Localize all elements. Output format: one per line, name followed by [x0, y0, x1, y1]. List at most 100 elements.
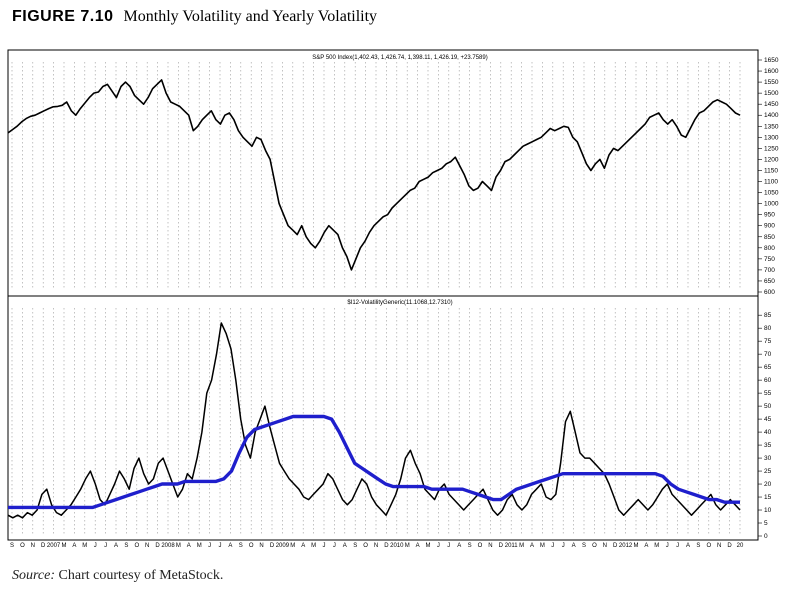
price-y-axis: 1650 1600 1550 1500 1450 1400 1350 1300 1250 1200…: [758, 57, 779, 296]
x-tick-label: O: [592, 543, 597, 549]
y-tick-label: 600: [764, 289, 775, 296]
y-tick-label: 1050: [764, 190, 779, 197]
x-tick-label: J: [333, 543, 336, 549]
x-tick-label: S: [10, 543, 14, 549]
x-tick-label: J: [551, 543, 554, 549]
x-tick-label: S: [239, 543, 243, 549]
y-tick-label: 1000: [764, 201, 779, 208]
x-tick-label: 2010: [390, 543, 404, 549]
x-tick-label: A: [572, 543, 576, 549]
x-tick-label: J: [666, 543, 669, 549]
x-tick-label: M: [290, 543, 295, 549]
x-tick-label: S: [582, 543, 586, 549]
x-tick-label: A: [457, 543, 461, 549]
x-tick-label: 20: [737, 543, 744, 549]
x-tick-label: A: [228, 543, 232, 549]
y-tick-label: 80: [764, 325, 772, 332]
figure-source: Source: Chart courtesy of MetaStock.: [12, 568, 223, 584]
y-tick-label: 1100: [764, 179, 778, 186]
x-tick-label: J: [437, 543, 440, 549]
x-tick-label: M: [62, 543, 67, 549]
x-tick-label: O: [706, 543, 711, 549]
y-tick-label: 900: [764, 223, 775, 230]
y-tick-label: 10: [764, 507, 772, 514]
x-tick-label: M: [197, 543, 202, 549]
x-tick-label: A: [644, 543, 648, 549]
figure-title: FIGURE 7.10 Monthly Volatility and Yearly…: [12, 8, 377, 26]
y-tick-label: 55: [764, 390, 772, 397]
x-tick-label: O: [249, 543, 254, 549]
y-tick-label: 25: [764, 468, 772, 475]
y-tick-label: 30: [764, 455, 772, 462]
y-tick-label: 45: [764, 416, 772, 423]
y-tick-label: 15: [764, 494, 772, 501]
x-tick-label: D: [384, 543, 389, 549]
x-tick-label: S: [696, 543, 700, 549]
y-tick-label: 75: [764, 338, 772, 345]
x-tick-label: 2012: [619, 543, 633, 549]
x-tick-label: O: [363, 543, 368, 549]
x-axis: S O N D 2007 M A M J J A S O N D 2008 M A M J J A S O N D 2009 M A M J…: [10, 543, 744, 549]
x-tick-label: J: [447, 543, 450, 549]
x-tick-label: D: [613, 543, 618, 549]
y-tick-label: 20: [764, 481, 772, 488]
x-tick-label: D: [499, 543, 504, 549]
x-tick-label: N: [31, 543, 35, 549]
y-tick-label: 1600: [764, 68, 779, 75]
x-tick-label: M: [634, 543, 639, 549]
x-tick-label: O: [478, 543, 483, 549]
y-tick-label: 650: [764, 278, 775, 285]
y-tick-label: 1350: [764, 123, 779, 130]
x-tick-label: M: [311, 543, 316, 549]
y-tick-label: 85: [764, 312, 772, 319]
y-tick-label: 50: [764, 403, 772, 410]
y-tick-label: 1550: [764, 79, 779, 86]
x-tick-label: J: [94, 543, 97, 549]
x-tick-label: A: [686, 543, 690, 549]
x-tick-label: N: [145, 543, 149, 549]
y-tick-label: 950: [764, 212, 775, 219]
x-tick-label: M: [519, 543, 524, 549]
figure-caption: Monthly Volatility and Yearly Volatility: [123, 8, 378, 25]
y-tick-label: 1400: [764, 112, 779, 119]
x-tick-label: J: [219, 543, 222, 549]
y-tick-label: 1650: [764, 57, 779, 64]
x-tick-label: N: [374, 543, 378, 549]
y-tick-label: 70: [764, 351, 772, 358]
x-tick-label: N: [259, 543, 263, 549]
y-tick-label: 700: [764, 267, 775, 274]
x-tick-label: 2007: [47, 543, 61, 549]
y-tick-label: 1450: [764, 101, 779, 108]
yearly-volatility-line: [8, 414, 740, 510]
x-tick-label: M: [654, 543, 659, 549]
y-tick-label: 0: [764, 533, 768, 540]
y-tick-label: 750: [764, 256, 775, 263]
x-tick-label: 2008: [161, 543, 175, 549]
x-tick-label: M: [82, 543, 87, 549]
x-tick-label: J: [208, 543, 211, 549]
x-tick-label: N: [488, 543, 492, 549]
chart-frame: [7, 49, 759, 541]
x-tick-label: S: [468, 543, 472, 549]
y-tick-label: 65: [764, 364, 772, 371]
x-tick-label: M: [176, 543, 181, 549]
x-tick-label: A: [114, 543, 118, 549]
x-tick-label: D: [155, 543, 160, 549]
y-tick-label: 1500: [764, 90, 779, 97]
grid: [11, 62, 741, 536]
x-tick-label: 2009: [276, 543, 290, 549]
y-tick-label: 1200: [764, 156, 779, 163]
x-tick-label: M: [540, 543, 545, 549]
y-tick-label: 40: [764, 429, 772, 436]
x-tick-label: A: [72, 543, 76, 549]
x-tick-label: D: [270, 543, 275, 549]
source-text: Chart courtesy of MetaStock.: [58, 568, 224, 583]
y-tick-label: 1150: [764, 167, 778, 174]
x-tick-label: A: [416, 543, 420, 549]
x-tick-label: S: [353, 543, 357, 549]
x-tick-label: J: [676, 543, 679, 549]
monthly-volatility-line: [7, 322, 741, 519]
x-tick-label: M: [426, 543, 431, 549]
